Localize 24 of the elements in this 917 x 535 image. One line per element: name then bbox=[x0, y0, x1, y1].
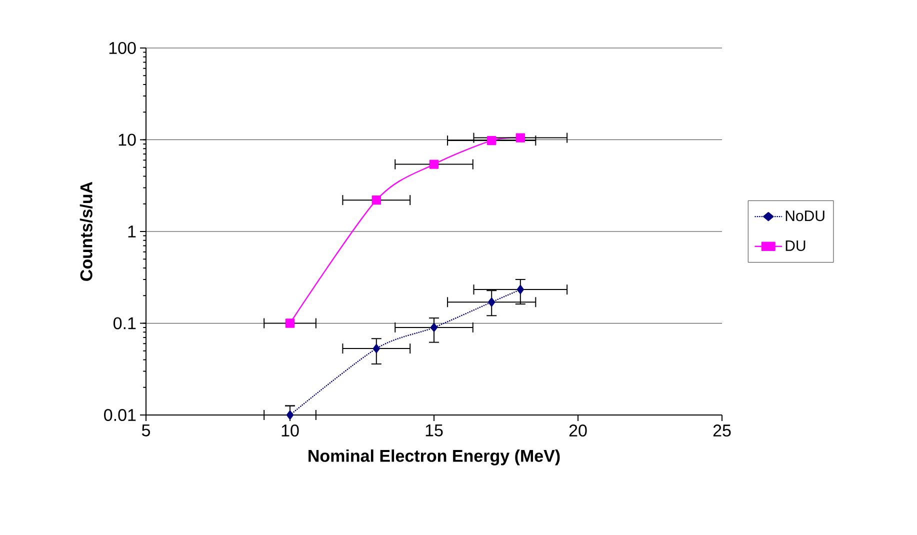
x-axis-title: Nominal Electron Energy (MeV) bbox=[308, 449, 560, 466]
point bbox=[429, 160, 439, 169]
y-tick-label: 0.1 bbox=[113, 317, 136, 330]
y-tick-label: 100 bbox=[109, 42, 136, 54]
point bbox=[372, 344, 380, 354]
x-tick-label: 20 bbox=[569, 424, 587, 437]
point bbox=[286, 410, 294, 420]
point bbox=[488, 298, 496, 307]
legend-label: DU bbox=[786, 240, 806, 251]
y-axis-title: Counts/s/uA bbox=[80, 182, 93, 281]
x-tick-label: 5 bbox=[142, 424, 150, 436]
y-tick-label: 1 bbox=[128, 226, 136, 238]
y-tick-label: 0.01 bbox=[104, 408, 136, 422]
legend-label: NoDU bbox=[786, 210, 824, 222]
x-tick-label: 15 bbox=[426, 424, 443, 436]
point bbox=[487, 136, 496, 146]
point bbox=[372, 195, 382, 205]
point bbox=[516, 284, 524, 294]
x-tick-label: 10 bbox=[282, 424, 299, 437]
x-tick-label: 25 bbox=[713, 424, 731, 437]
point bbox=[430, 322, 438, 332]
point bbox=[285, 318, 295, 328]
y-tick-label: 10 bbox=[118, 134, 136, 146]
point bbox=[516, 133, 526, 142]
